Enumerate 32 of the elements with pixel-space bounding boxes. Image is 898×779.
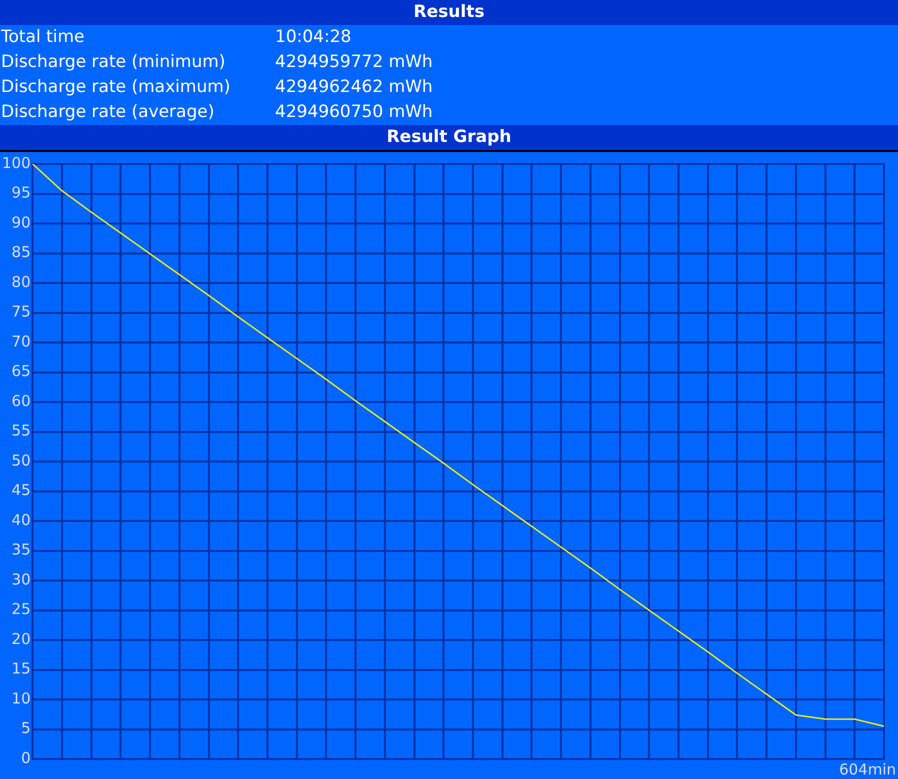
y-tick-label: 90 [12, 213, 31, 232]
y-tick-label: 25 [12, 600, 31, 618]
y-tick-label: 60 [12, 392, 31, 410]
chart-title: Result Graph [0, 125, 898, 150]
text: 4294960750 mWh [275, 101, 433, 124]
y-tick-label: 75 [12, 302, 31, 321]
y-tick-label: 55 [12, 422, 31, 440]
y-tick-label: 20 [12, 630, 31, 648]
y-tick-label: 80 [12, 272, 31, 291]
y-tick-label: 95 [12, 184, 31, 202]
y-tick-label: 0 [21, 748, 31, 767]
text: Discharge rate (minimum) [0, 51, 226, 74]
y-tick-label: 15 [12, 660, 31, 678]
text: 10:04:28 [275, 26, 352, 49]
y-tick-label: 65 [12, 362, 31, 380]
y-tick-label: 35 [12, 540, 31, 559]
y-tick-label: 100 [2, 154, 31, 172]
y-tick-label: 10 [12, 689, 31, 708]
text: 604min [839, 760, 896, 778]
y-tick-label: 70 [12, 332, 31, 350]
text: Results [0, 0, 898, 25]
y-tick-label: 50 [12, 451, 31, 470]
y-tick-label: 85 [12, 243, 31, 262]
text: Total time [0, 26, 86, 49]
text: Discharge rate (average) [0, 101, 216, 124]
y-tick-label: 45 [12, 481, 31, 500]
text: 4294959772 mWh [275, 51, 433, 74]
y-tick-label: 40 [12, 510, 31, 529]
text: 4294962462 mWh [275, 76, 433, 99]
y-tick-label: 5 [21, 719, 31, 738]
text: Discharge rate (maximum) [0, 76, 232, 99]
y-tick-label: 30 [12, 570, 31, 588]
